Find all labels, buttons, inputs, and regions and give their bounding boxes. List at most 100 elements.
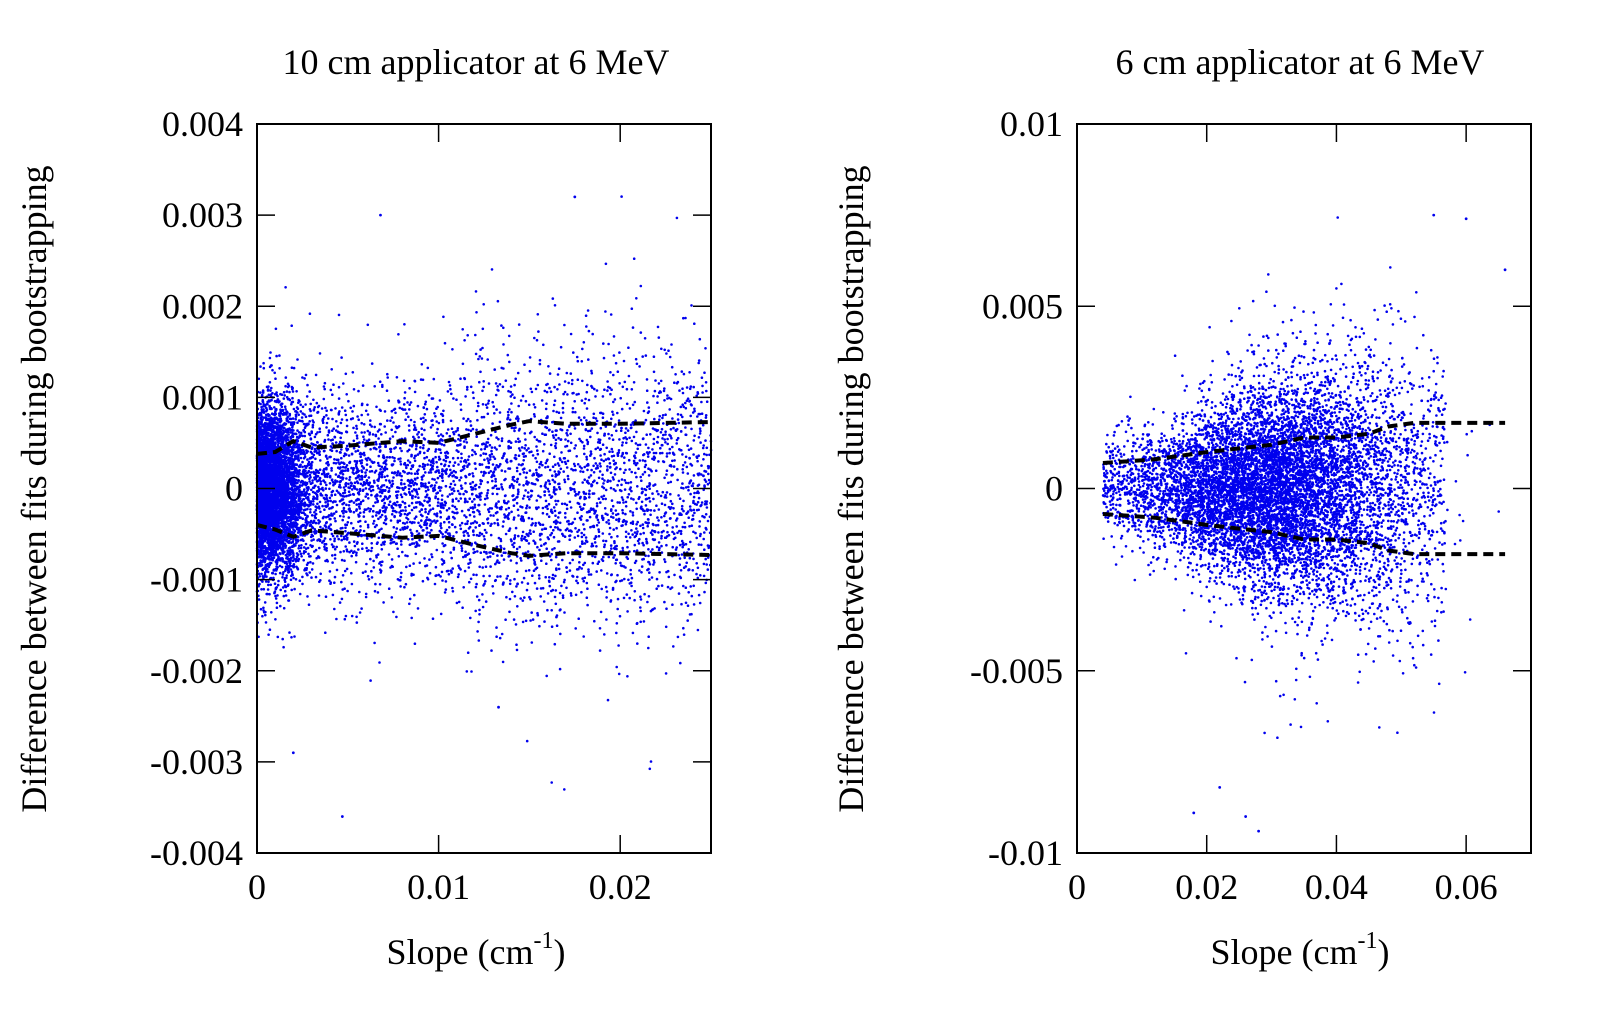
data-point bbox=[668, 451, 671, 455]
data-point bbox=[308, 571, 312, 574]
data-point bbox=[365, 537, 369, 540]
data-point bbox=[688, 371, 691, 374]
data-point bbox=[423, 438, 427, 441]
data-point bbox=[630, 584, 633, 588]
data-point bbox=[379, 571, 383, 574]
data-point bbox=[343, 488, 347, 492]
data-point bbox=[374, 514, 378, 517]
data-point bbox=[684, 486, 688, 489]
data-point bbox=[577, 491, 581, 494]
data-point bbox=[450, 427, 454, 431]
data-point bbox=[498, 636, 502, 640]
data-point bbox=[418, 538, 421, 542]
data-point bbox=[361, 571, 365, 574]
data-point bbox=[573, 427, 577, 430]
data-point bbox=[310, 576, 313, 579]
data-point bbox=[336, 425, 340, 428]
data-point bbox=[335, 545, 339, 549]
data-point bbox=[661, 451, 664, 455]
data-point bbox=[280, 405, 284, 409]
data-point bbox=[642, 509, 645, 512]
data-point bbox=[299, 431, 303, 435]
data-point bbox=[406, 449, 409, 453]
data-point bbox=[342, 550, 346, 553]
data-point bbox=[596, 446, 600, 450]
data-point bbox=[478, 565, 482, 569]
data-point bbox=[278, 552, 282, 555]
data-point bbox=[436, 501, 440, 504]
data-point bbox=[631, 326, 635, 329]
data-point bbox=[451, 500, 455, 503]
data-point bbox=[481, 389, 484, 393]
data-point bbox=[569, 332, 573, 336]
data-point bbox=[345, 503, 348, 507]
data-point bbox=[482, 535, 486, 538]
data-point bbox=[658, 451, 662, 455]
data-point bbox=[475, 573, 478, 577]
data-point bbox=[407, 487, 411, 491]
data-point bbox=[404, 493, 408, 496]
data-point bbox=[302, 456, 306, 460]
data-point bbox=[463, 377, 467, 381]
data-point bbox=[572, 482, 575, 486]
data-point bbox=[532, 403, 536, 406]
data-point bbox=[410, 616, 414, 620]
data-point bbox=[441, 420, 445, 424]
data-point bbox=[647, 518, 650, 521]
data-point bbox=[575, 455, 578, 458]
data-point bbox=[673, 381, 676, 385]
data-point bbox=[466, 651, 470, 654]
data-point bbox=[370, 425, 374, 428]
data-point bbox=[345, 393, 349, 396]
data-point bbox=[498, 444, 502, 448]
data-point bbox=[574, 444, 577, 447]
data-point bbox=[282, 560, 286, 563]
data-point bbox=[374, 582, 377, 586]
data-point bbox=[640, 500, 644, 504]
data-point bbox=[280, 393, 284, 397]
data-point bbox=[548, 386, 551, 390]
data-point bbox=[282, 397, 286, 400]
data-point bbox=[616, 535, 619, 538]
data-point bbox=[539, 587, 543, 590]
data-point bbox=[649, 468, 652, 472]
data-point bbox=[481, 566, 485, 569]
data-point bbox=[636, 485, 639, 488]
data-point bbox=[614, 562, 617, 565]
data-point bbox=[561, 401, 565, 405]
data-point bbox=[456, 456, 460, 460]
data-point bbox=[413, 459, 417, 463]
data-point bbox=[449, 468, 452, 472]
data-point bbox=[695, 456, 699, 460]
data-point bbox=[420, 363, 424, 366]
data-point bbox=[324, 487, 328, 490]
data-point bbox=[263, 573, 267, 576]
data-point bbox=[487, 382, 491, 385]
data-point bbox=[624, 427, 628, 430]
data-point bbox=[555, 624, 559, 627]
data-point bbox=[340, 356, 343, 359]
data-point bbox=[541, 506, 545, 510]
data-point bbox=[654, 451, 658, 455]
data-point bbox=[680, 507, 684, 511]
data-point bbox=[595, 419, 599, 423]
data-point bbox=[664, 441, 667, 444]
data-point bbox=[451, 348, 454, 351]
data-point bbox=[290, 541, 293, 545]
data-point bbox=[553, 385, 556, 389]
data-point bbox=[578, 516, 582, 520]
data-point bbox=[455, 507, 458, 511]
data-point bbox=[664, 433, 667, 436]
data-point bbox=[386, 419, 389, 422]
data-point bbox=[592, 464, 595, 468]
data-point bbox=[520, 559, 523, 562]
data-point bbox=[553, 455, 556, 459]
data-point bbox=[319, 459, 322, 462]
data-point bbox=[297, 413, 301, 417]
data-point bbox=[551, 420, 554, 424]
data-point bbox=[440, 506, 443, 509]
data-point bbox=[309, 523, 313, 527]
data-point bbox=[413, 420, 416, 424]
data-point bbox=[291, 396, 294, 400]
data-point bbox=[595, 481, 599, 485]
